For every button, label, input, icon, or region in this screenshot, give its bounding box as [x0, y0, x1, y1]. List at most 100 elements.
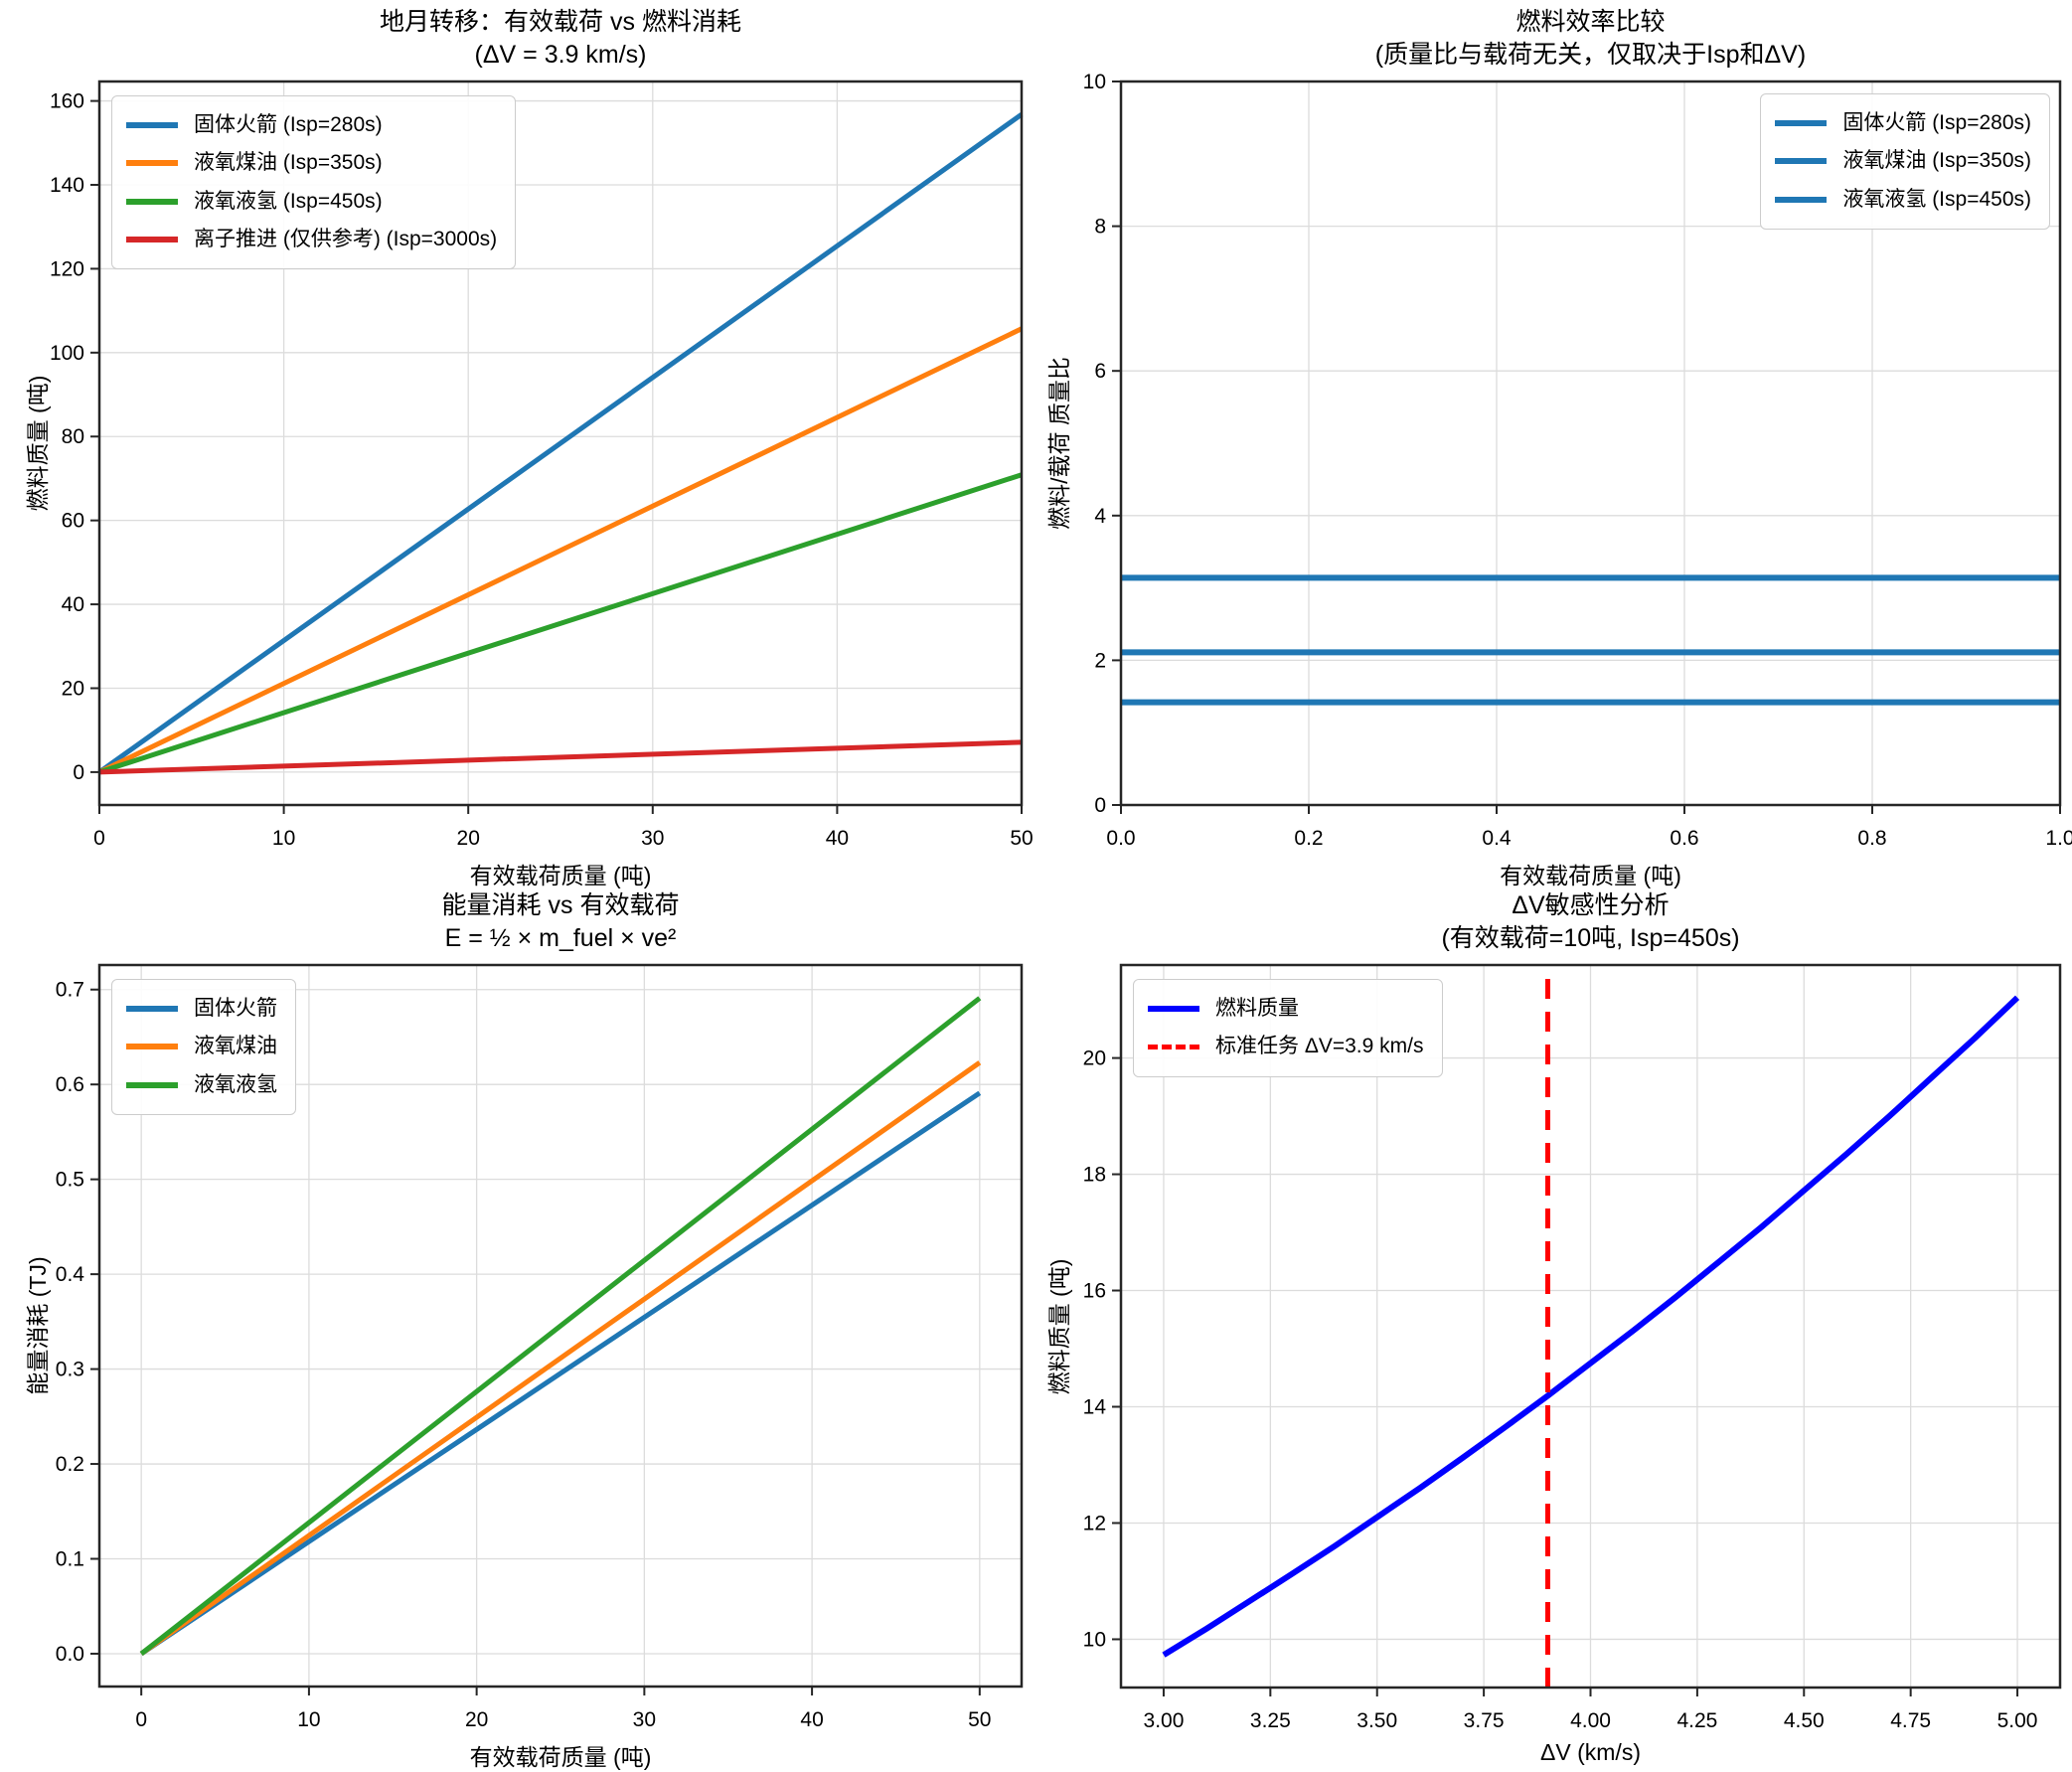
y-tick-label: 0.5	[56, 1169, 84, 1192]
y-tick-label: 60	[62, 510, 84, 533]
legend-line-swatch	[1775, 120, 1828, 127]
y-tick-label: 100	[50, 342, 84, 365]
legend-line-swatch	[1775, 158, 1828, 165]
y-tick-label: 20	[1083, 1047, 1106, 1070]
series-line	[98, 739, 1023, 775]
x-tick-label: 10	[297, 1708, 320, 1731]
y-tick-label: 0.1	[56, 1548, 84, 1571]
y-tick-label: 10	[1083, 71, 1106, 93]
x-tick-label: 3.50	[1356, 1709, 1397, 1732]
y-tick-label: 160	[50, 90, 84, 113]
legend-label: 固体火箭 (Isp=280s)	[194, 113, 383, 136]
legend-line-swatch	[126, 1081, 178, 1088]
y-tick-label: 140	[50, 174, 84, 197]
y-tick-label: 12	[1083, 1512, 1106, 1534]
legend-label: 离子推进 (仅供参考) (Isp=3000s)	[194, 227, 498, 250]
y-tick-label: 80	[62, 425, 84, 448]
legend-line-swatch	[1148, 1006, 1199, 1013]
legend-label: 液氧煤油 (Isp=350s)	[1842, 149, 2031, 173]
x-tick-label: 0	[135, 1708, 147, 1731]
x-tick-label: 1.0	[2045, 827, 2072, 850]
legend-item: 液氧液氢	[126, 1066, 277, 1104]
legend-item: 固体火箭	[126, 990, 277, 1028]
legend-item: 固体火箭 (Isp=280s)	[1775, 104, 2031, 142]
series-line	[97, 112, 1024, 774]
legend-line-swatch	[1775, 196, 1828, 203]
x-tick-label: 50	[968, 1708, 991, 1731]
legend-item: 液氧煤油 (Isp=350s)	[126, 144, 497, 182]
chart4-ylabel: 燃料质量 (吨)	[1046, 1258, 1072, 1394]
x-tick-label: 0.2	[1294, 827, 1323, 850]
chart4-legend: 燃料质量标准任务 ΔV=3.9 km/s	[1133, 979, 1443, 1077]
legend-item: 固体火箭 (Isp=280s)	[126, 106, 497, 144]
y-tick-label: 4	[1094, 505, 1106, 528]
x-tick-label: 40	[826, 827, 849, 850]
y-tick-label: 40	[62, 593, 84, 616]
legend-label: 燃料质量	[1215, 997, 1299, 1020]
chart3-xlabel: 有效载荷质量 (吨)	[469, 1744, 652, 1770]
x-tick-label: 10	[272, 827, 295, 850]
x-tick-label: 4.50	[1784, 1709, 1825, 1732]
legend-line-swatch	[126, 122, 178, 129]
x-tick-label: 40	[800, 1708, 823, 1731]
chart3-subtitle: E = ½ × m_fuel × ve²	[444, 923, 677, 952]
legend-item: 液氧煤油	[126, 1028, 277, 1065]
y-tick-label: 14	[1083, 1396, 1107, 1419]
x-tick-label: 50	[1010, 827, 1033, 850]
x-tick-label: 0	[93, 827, 105, 850]
chart2-xlabel: 有效载荷质量 (吨)	[1500, 863, 1681, 888]
y-tick-label: 0	[1094, 794, 1106, 817]
legend-label: 液氧液氢 (Isp=450s)	[1842, 187, 2031, 211]
x-tick-label: 20	[465, 1708, 488, 1731]
series-line	[139, 1090, 982, 1657]
x-tick-label: 0.8	[1857, 827, 1886, 850]
x-tick-label: 0.4	[1482, 827, 1512, 850]
chart4-xlabel: ΔV (km/s)	[1540, 1739, 1641, 1765]
y-tick-label: 0.0	[56, 1643, 84, 1666]
chart1-title: 地月转移：有效载荷 vs 燃料消耗	[380, 8, 741, 36]
y-tick-label: 0	[73, 761, 84, 784]
legend-item: 液氧液氢 (Isp=450s)	[1775, 181, 2031, 219]
legend-item: 标准任务 ΔV=3.9 km/s	[1148, 1028, 1424, 1065]
legend-item: 离子推进 (仅供参考) (Isp=3000s)	[126, 221, 497, 258]
chart2-title: 燃料效率比较	[1515, 8, 1666, 36]
chart1-legend: 固体火箭 (Isp=280s) 液氧煤油 (Isp=350s) 液氧液氢 (Isp=…	[111, 95, 517, 269]
x-tick-label: 4.00	[1570, 1709, 1611, 1732]
legend-line-swatch	[1148, 1044, 1199, 1049]
chart1-xlabel: 有效载荷质量 (吨)	[469, 863, 652, 888]
legend-label: 标准任务 ΔV=3.9 km/s	[1215, 1035, 1424, 1058]
chart4-subtitle: (有效载荷=10吨, Isp=450s)	[1441, 923, 1740, 952]
x-tick-label: 0.6	[1670, 827, 1698, 850]
legend-line-swatch	[126, 198, 178, 205]
series-line	[1162, 995, 2020, 1658]
chart3-ylabel: 能量消耗 (TJ)	[25, 1256, 51, 1395]
legend-line-swatch	[126, 1006, 178, 1013]
x-tick-label: 3.00	[1144, 1709, 1185, 1732]
legend-item: 液氧液氢 (Isp=450s)	[126, 183, 497, 221]
legend-line-swatch	[126, 160, 178, 167]
x-tick-label: 4.75	[1890, 1709, 1931, 1732]
series-line	[139, 1060, 982, 1657]
chart1-title-block: 地月转移：有效载荷 vs 燃料消耗 (ΔV = 3.9 km/s)	[380, 6, 741, 71]
legend-item: 燃料质量	[1148, 990, 1424, 1028]
axes-spines	[1119, 80, 2062, 807]
y-tick-label: 2	[1094, 649, 1106, 672]
x-tick-label: 30	[633, 1708, 656, 1731]
y-tick-label: 0.6	[56, 1073, 84, 1096]
legend-line-swatch	[126, 1044, 178, 1050]
y-tick-label: 10	[1083, 1628, 1106, 1651]
series-line	[139, 996, 982, 1656]
legend-line-swatch	[126, 236, 178, 242]
chart2-subtitle: (质量比与载荷无关，仅取决于Isp和ΔV)	[1374, 40, 1807, 69]
legend-label: 固体火箭 (Isp=280s)	[1842, 111, 2031, 134]
x-tick-label: 3.75	[1464, 1709, 1505, 1732]
y-tick-label: 0.7	[56, 979, 84, 1002]
axes-spines	[97, 80, 1024, 807]
chart3-legend: 固体火箭液氧煤油 液氧液氢	[111, 979, 296, 1115]
legend-item: 液氧煤油 (Isp=350s)	[1775, 142, 2031, 180]
y-tick-label: 120	[50, 257, 84, 280]
y-tick-label: 0.4	[56, 1263, 85, 1286]
legend-label: 固体火箭	[194, 997, 277, 1020]
